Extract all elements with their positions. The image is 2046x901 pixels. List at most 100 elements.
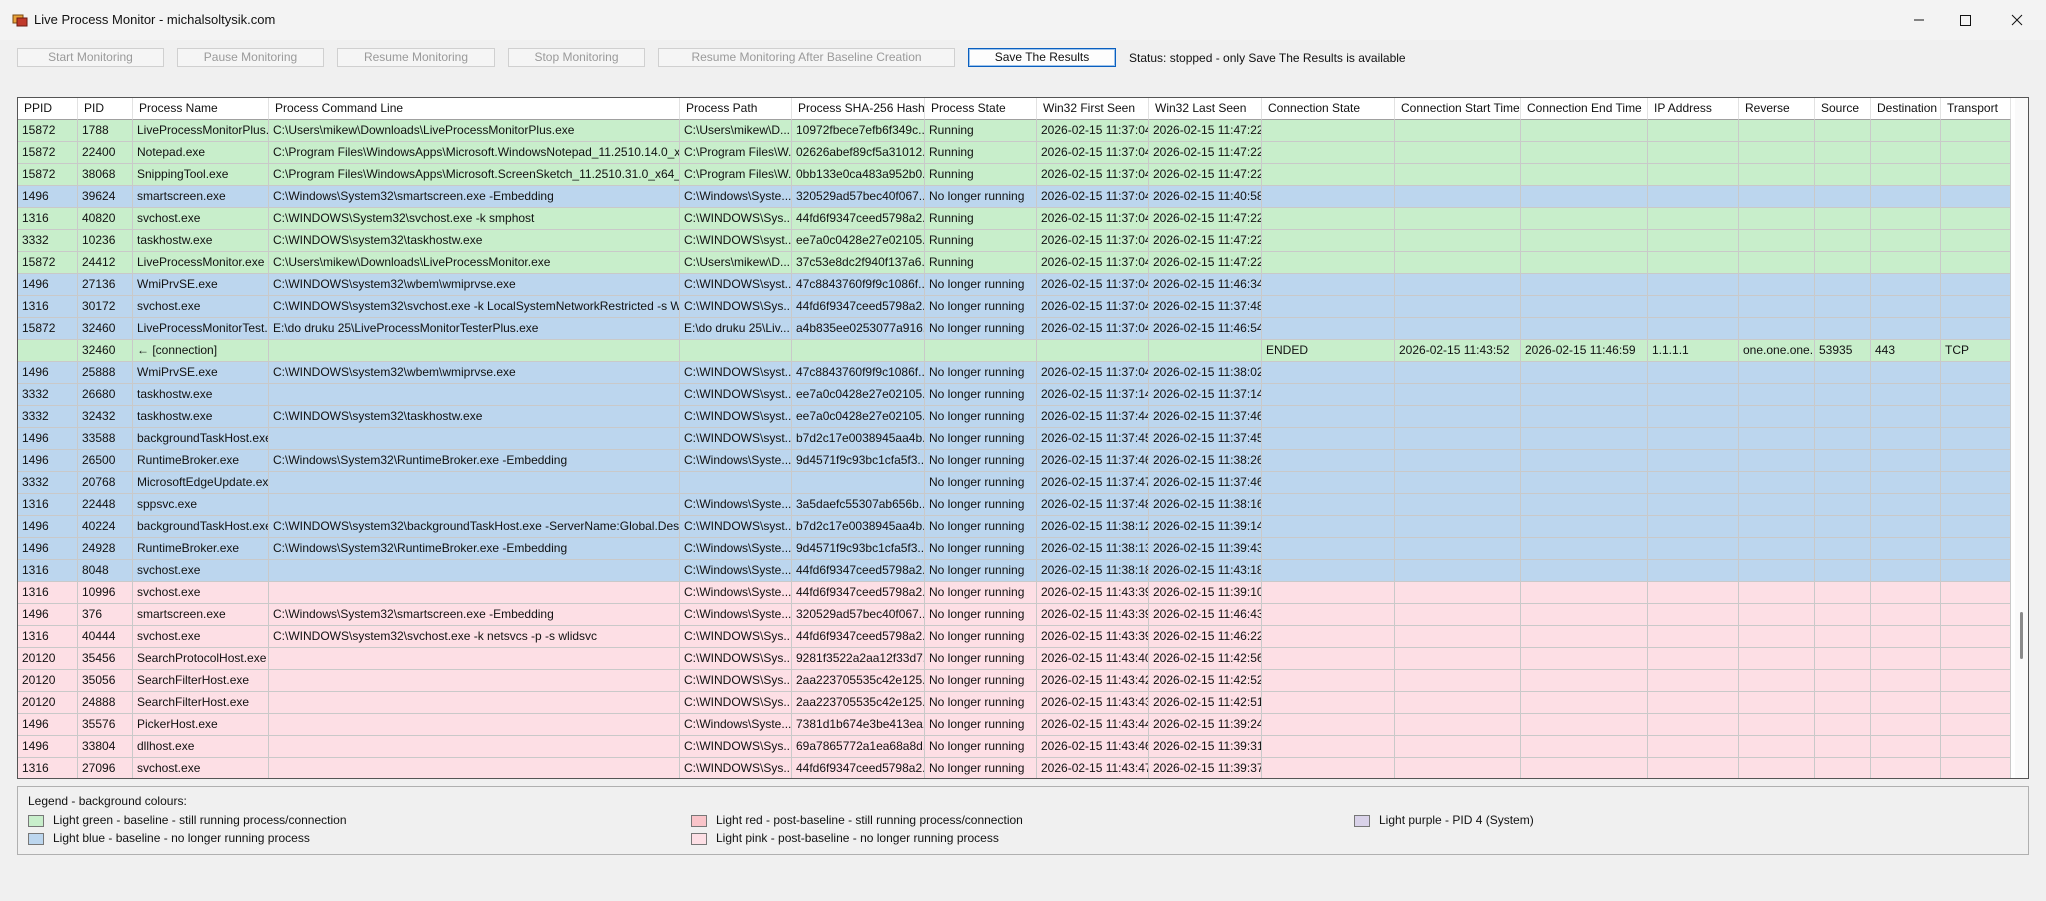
table-row[interactable]: 1316 40820 svchost.exe C:\WINDOWS\System32\… [18,208,2011,230]
table-cell: 3332 [18,472,78,494]
table-row[interactable]: 15872 24412 LiveProcessMonitor.exe C:\Users… [18,252,2011,274]
table-row[interactable]: 1496 33588 backgroundTaskHost.exe C:\WINDOW… [18,428,2011,450]
table-row[interactable]: 1496 35576 PickerHost.exe C:\Windows\Syste.… [18,714,2011,736]
table-cell: 02626abef89cf5a31012... [792,142,925,164]
table-cell: 24928 [78,538,133,560]
table-cell: 2026-02-15 11:37:04 [1037,120,1149,142]
table-cell [1521,758,1648,778]
table-cell [1941,604,2011,626]
table-cell [1395,296,1521,318]
table-cell [1941,516,2011,538]
toolbar-button[interactable]: Save The Results [968,48,1116,67]
table-cell: 2026-02-15 11:38:26 [1149,450,1262,472]
table-cell [1262,450,1395,472]
vertical-scrollbar[interactable] [2015,98,2028,778]
table-row[interactable]: 1316 22448 sppsvc.exe C:\Windows\Syste... 3a… [18,494,2011,516]
table-cell [1521,406,1648,428]
table-row[interactable]: 1316 10996 svchost.exe C:\Windows\Syste... 4… [18,582,2011,604]
table-cell [1941,670,2011,692]
table-row[interactable]: 1496 24928 RuntimeBroker.exe C:\Windows\Sys… [18,538,2011,560]
table-cell: 2026-02-15 11:43:18 [1149,560,1262,582]
table-cell: 1316 [18,560,78,582]
legend-label: Light pink - post-baseline - no longer r… [716,831,999,845]
column-header[interactable]: Transport [1941,98,2011,120]
table-row[interactable]: 3332 32432 taskhostw.exe C:\WINDOWS\system3… [18,406,2011,428]
table-cell [1262,758,1395,778]
table-row[interactable]: 1316 27096 svchost.exe C:\WINDOWS\Sys... 44f… [18,758,2011,778]
table-cell [1521,494,1648,516]
table-row[interactable]: 1316 8048 svchost.exe C:\Windows\Syste... 44… [18,560,2011,582]
table-cell: 1.1.1.1 [1648,340,1739,362]
legend-label: Light purple - PID 4 (System) [1379,813,1534,827]
column-header[interactable]: PPID [18,98,78,120]
table-cell: 24888 [78,692,133,714]
maximize-button[interactable] [1942,0,1988,40]
column-header[interactable]: Process State [925,98,1037,120]
column-header[interactable]: Process Path [680,98,792,120]
column-header[interactable]: Connection State [1262,98,1395,120]
table-row[interactable]: 1496 39624 smartscreen.exe C:\Windows\Syste… [18,186,2011,208]
table-cell [1648,208,1739,230]
column-header[interactable]: Process Name [133,98,269,120]
table-cell [1648,252,1739,274]
table-row[interactable]: 1496 25888 WmiPrvSE.exe C:\WINDOWS\system32… [18,362,2011,384]
table-cell [1395,648,1521,670]
table-row[interactable]: 3332 26680 taskhostw.exe C:\WINDOWS\syst...… [18,384,2011,406]
column-header[interactable]: IP Address [1648,98,1739,120]
table-cell [1648,120,1739,142]
table-row[interactable]: 1316 40444 svchost.exe C:\WINDOWS\system32\… [18,626,2011,648]
table-row[interactable]: 3332 10236 taskhostw.exe C:\WINDOWS\system3… [18,230,2011,252]
table-cell [1941,384,2011,406]
table-row[interactable]: 1496 26500 RuntimeBroker.exe C:\Windows\Sys… [18,450,2011,472]
table-cell: smartscreen.exe [133,604,269,626]
table-cell [1815,648,1871,670]
table-cell: WmiPrvSE.exe [133,274,269,296]
table-row[interactable]: 1496 376 smartscreen.exe C:\Windows\System3… [18,604,2011,626]
table-row[interactable]: 3332 20768 MicrosoftEdgeUpdate.exe No longe… [18,472,2011,494]
table-row[interactable]: 15872 22400 Notepad.exe C:\Program Files\Wi… [18,142,2011,164]
table-row[interactable]: 20120 24888 SearchFilterHost.exe C:\WINDOWS… [18,692,2011,714]
table-cell [1262,516,1395,538]
table-cell: SnippingTool.exe [133,164,269,186]
column-header[interactable]: Source [1815,98,1871,120]
table-cell: 2026-02-15 11:46:59 [1521,340,1648,362]
table-row[interactable]: 20120 35456 SearchProtocolHost.exe C:\WINDO… [18,648,2011,670]
table-cell [1871,538,1941,560]
column-header[interactable]: Connection Start Time [1395,98,1521,120]
scroll-thumb[interactable] [2020,612,2023,659]
table-row[interactable]: 20120 35056 SearchFilterHost.exe C:\WINDOWS… [18,670,2011,692]
table-row[interactable]: 1316 30172 svchost.exe C:\WINDOWS\system32\… [18,296,2011,318]
column-header[interactable]: Reverse [1739,98,1815,120]
table-cell: 44fd6f9347ceed5798a2... [792,560,925,582]
table-cell [1941,142,2011,164]
table-cell [1815,384,1871,406]
table-cell: No longer running [925,560,1037,582]
table-cell: 2aa223705535c42e125... [792,692,925,714]
column-header[interactable]: Win32 Last Seen [1149,98,1262,120]
table-cell: 2026-02-15 11:37:04 [1037,274,1149,296]
column-header[interactable]: Process Command Line [269,98,680,120]
table-row[interactable]: 1496 40224 backgroundTaskHost.exe C:\WINDOW… [18,516,2011,538]
table-cell [1739,208,1815,230]
table-cell [269,472,680,494]
table-cell: 33804 [78,736,133,758]
column-header[interactable]: Process SHA-256 Hash [792,98,925,120]
table-row[interactable]: 15872 1788 LiveProcessMonitorPlus.... C:\Us… [18,120,2011,142]
column-header[interactable]: Connection End Time [1521,98,1648,120]
column-header[interactable]: Destination [1871,98,1941,120]
table-cell [1395,516,1521,538]
table-cell: 2026-02-15 11:37:45 [1149,428,1262,450]
table-cell: 2026-02-15 11:37:04 [1037,208,1149,230]
minimize-button[interactable] [1896,0,1942,40]
table-row[interactable]: 15872 32460 LiveProcessMonitorTest... E:\do… [18,318,2011,340]
process-grid[interactable]: PPID PID Process Name Process Command Line P… [17,97,2029,779]
column-header[interactable]: Win32 First Seen [1037,98,1149,120]
table-row[interactable]: 1496 33804 dllhost.exe C:\WINDOWS\Sys... 69a… [18,736,2011,758]
table-cell [1648,230,1739,252]
column-header[interactable]: PID [78,98,133,120]
table-row[interactable]: 15872 38068 SnippingTool.exe C:\Program Fil… [18,164,2011,186]
table-row[interactable]: 32460 ← [connection] ENDED 2026-02-15 11:43… [18,340,2011,362]
table-row[interactable]: 1496 27136 WmiPrvSE.exe C:\WINDOWS\system32… [18,274,2011,296]
table-cell [1815,472,1871,494]
close-button[interactable] [1988,0,2046,40]
